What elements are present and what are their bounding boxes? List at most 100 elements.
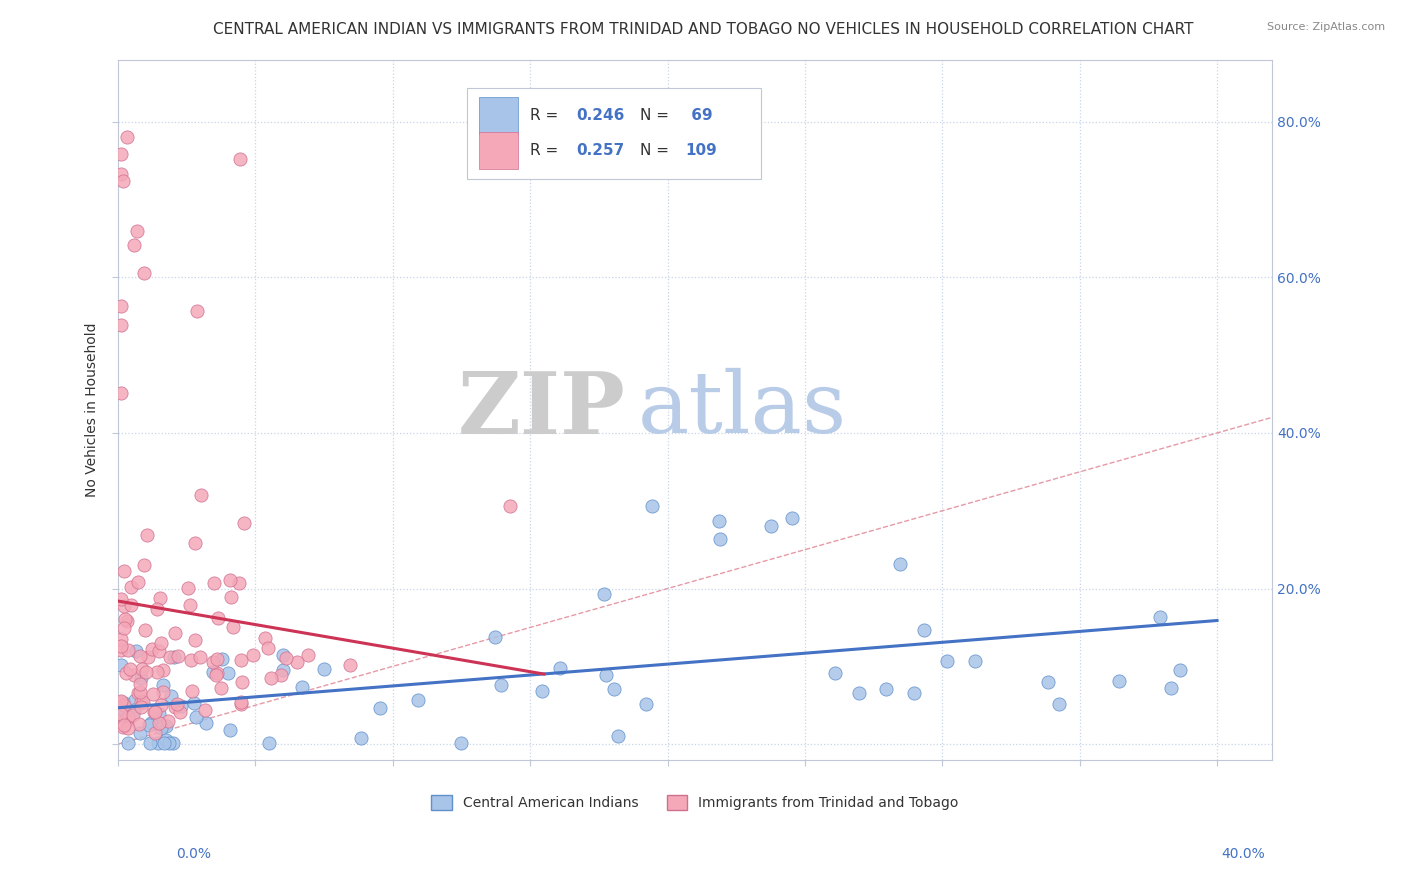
Point <box>128 717 150 731</box>
Point <box>166 697 188 711</box>
FancyBboxPatch shape <box>479 132 519 169</box>
Point <box>157 714 180 728</box>
Point <box>131 671 153 685</box>
Point <box>110 318 132 333</box>
Point <box>935 654 957 668</box>
Point <box>138 718 160 732</box>
Point <box>153 736 176 750</box>
Point <box>129 699 152 714</box>
Point <box>127 686 149 700</box>
Point <box>548 661 571 675</box>
Point <box>131 695 153 709</box>
Point <box>484 630 506 644</box>
Point <box>112 599 135 614</box>
Point <box>186 304 208 318</box>
Point <box>759 518 782 533</box>
Point <box>112 704 135 718</box>
Text: 0.0%: 0.0% <box>176 847 211 861</box>
Point <box>143 726 166 740</box>
Point <box>148 706 170 721</box>
Point <box>129 695 152 709</box>
Point <box>148 591 170 606</box>
Point <box>903 686 925 700</box>
Point <box>162 736 184 750</box>
Point <box>257 640 280 655</box>
Point <box>112 174 135 188</box>
Point <box>143 706 166 720</box>
Point <box>285 655 308 669</box>
Point <box>135 527 157 541</box>
Point <box>219 591 242 605</box>
Point <box>965 655 987 669</box>
Point <box>181 684 204 698</box>
Point <box>122 708 145 723</box>
Point <box>228 575 250 590</box>
Point <box>128 726 150 740</box>
Point <box>127 575 149 590</box>
Point <box>450 736 472 750</box>
Text: 69: 69 <box>686 108 713 123</box>
Point <box>146 736 169 750</box>
Point <box>160 689 183 703</box>
Point <box>149 636 172 650</box>
Point <box>129 677 152 691</box>
Point <box>110 694 132 708</box>
Point <box>207 611 229 625</box>
Point <box>205 651 228 665</box>
Point <box>489 678 512 692</box>
Point <box>114 718 136 732</box>
Point <box>115 614 138 628</box>
Point <box>231 674 253 689</box>
Point <box>131 662 153 676</box>
Point <box>134 623 156 637</box>
Point <box>1160 681 1182 696</box>
Point <box>205 667 228 681</box>
Point <box>132 558 155 572</box>
Point <box>179 598 201 612</box>
Point <box>155 733 177 747</box>
Point <box>274 650 297 665</box>
Point <box>180 653 202 667</box>
Point <box>219 723 242 738</box>
Point <box>135 665 157 679</box>
Text: R =: R = <box>530 108 564 123</box>
Point <box>233 516 256 531</box>
Text: 109: 109 <box>686 143 717 158</box>
Point <box>167 648 190 663</box>
FancyBboxPatch shape <box>479 97 519 134</box>
Point <box>148 644 170 658</box>
Point <box>204 575 226 590</box>
Point <box>183 696 205 710</box>
Point <box>110 299 132 313</box>
Point <box>824 665 846 680</box>
Point <box>142 706 165 720</box>
Point <box>112 698 135 712</box>
Point <box>848 686 870 700</box>
Point <box>368 701 391 715</box>
Text: Source: ZipAtlas.com: Source: ZipAtlas.com <box>1267 22 1385 32</box>
Y-axis label: No Vehicles in Household: No Vehicles in Household <box>86 322 100 497</box>
Point <box>408 693 430 707</box>
Point <box>339 658 361 673</box>
Point <box>122 238 145 252</box>
Point <box>188 650 211 665</box>
Point <box>110 707 132 722</box>
Point <box>312 662 335 676</box>
Point <box>117 736 139 750</box>
Point <box>205 665 228 680</box>
Point <box>217 665 239 680</box>
Point <box>350 731 373 745</box>
Point <box>120 598 142 612</box>
Point <box>259 736 281 750</box>
Point <box>209 681 232 695</box>
Point <box>152 678 174 692</box>
Point <box>641 499 664 513</box>
Point <box>222 620 245 634</box>
Point <box>124 668 146 682</box>
Point <box>202 655 225 669</box>
Point <box>142 687 165 701</box>
Point <box>607 729 630 743</box>
Point <box>150 722 173 736</box>
Point <box>112 720 135 734</box>
Point <box>110 639 132 653</box>
